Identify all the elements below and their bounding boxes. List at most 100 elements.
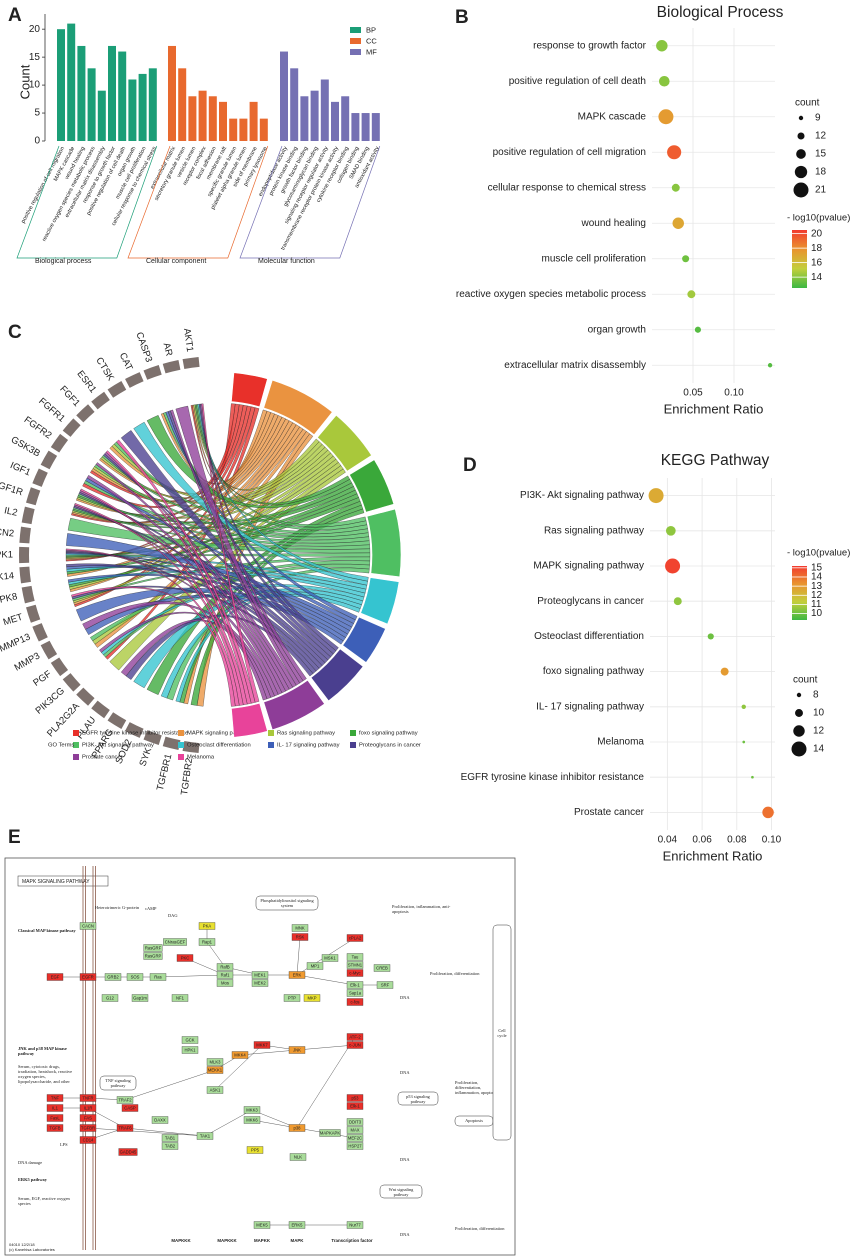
ribbon [73,505,326,666]
ribbon [72,486,356,529]
ribbon [74,406,256,607]
gene-node-label: Nur77 [349,1222,361,1227]
y-tick-label: reactive oxygen species metabolic proces… [456,289,646,300]
note: Proliferation, differentiation [430,971,480,976]
bar [57,29,65,142]
gene-node-label: MSK1 [324,955,336,960]
bar [351,113,360,141]
dot [659,75,670,87]
bar [67,23,76,141]
gene-label: TGFBR1 [155,753,175,792]
dot [671,183,680,192]
pathway-box-label-box: Apoptosis [465,1117,483,1123]
gene-node-label: Gap1m [133,995,147,1000]
note-box: DNA damage [18,1160,43,1165]
dot [751,775,754,779]
size-legend-dot [796,149,806,159]
y-tick-label: wound healing [581,218,647,229]
bar [118,51,127,141]
gene-node-label: TAB2 [165,1143,176,1148]
gene-node-label: Elk-1 [350,1103,360,1108]
y-tick-label: Ras signaling pathway [544,525,644,536]
ribbon [197,404,369,582]
size-legend-dot [796,692,802,698]
gene-node [161,1134,179,1142]
y-tick-label: organ growth [588,324,646,335]
note: Proliferation, differentiation, inflamma… [455,1080,498,1096]
ribbon [120,430,334,658]
pathway-box [255,895,319,911]
pathway-box [492,924,512,1141]
gene-node-label: RSK [296,934,305,939]
gene-node [196,1132,214,1140]
group-bracket [239,145,381,259]
gene-node [79,1114,97,1122]
size-legend-title: count [795,98,820,109]
gene-node-label: STMN1 [348,962,363,967]
gene-node [131,994,149,1002]
legend-swatch [268,742,274,748]
gene-node-label: DAXX [154,1117,166,1122]
pathway-box-label: TNF signaling pathway [105,1077,131,1088]
note-box: cAMP [145,906,156,911]
size-legend-dot [793,725,805,737]
colorbar-tick-label: 20 [811,228,823,239]
edge [214,1044,263,1091]
gene-node-label: Mos [221,980,229,985]
gene-node-label: RafB [220,964,230,969]
gene-block [182,740,200,754]
bracket-line [239,145,381,259]
size-legend-label: 18 [815,167,827,178]
note: DNA damage [18,1160,43,1165]
gene-node [216,963,234,971]
gene-node-label: PKA [203,923,212,928]
colorbar-tick-label: 10 [811,608,823,619]
gene-node-label: Sap1a [349,990,362,995]
edge [204,1109,253,1137]
gene-label: AKT1 [181,328,195,353]
gene-node-label: MEKK1 [208,1067,223,1072]
ribbon [71,586,236,707]
note: DNA [400,1232,410,1237]
gene-node-label: MEK2 [254,980,266,985]
size-legend-dot [795,709,803,717]
gene-label: MET [2,612,25,629]
gene-node [46,1094,64,1102]
ribbons [65,403,371,707]
map-title-box [17,875,109,887]
gene-label: MMP13 [0,632,32,655]
bar [239,118,248,141]
gene-node [101,994,119,1002]
pathway-box-label: Cell cycle [497,1027,507,1038]
pathway-arc [366,508,402,578]
pathway-box-label: Apoptosis [465,1117,483,1123]
dot [665,558,681,574]
edge [296,974,356,986]
gene-node [116,1096,134,1104]
dot [658,109,674,125]
note-box: Proliferation, inflammation, anti-apopto… [392,904,450,914]
gene-block [19,566,31,584]
gene-node-label: ERK [293,972,302,977]
pathway-arc [263,679,325,731]
colorbar-tick-label: 18 [811,243,823,254]
gene-node-label: GCK [185,1037,194,1042]
note-box: Serum, cytotoxic drugs, irradiation, hea… [18,1064,72,1086]
x-tick-label: 0.10 [724,388,744,399]
x-tick-label: 0.06 [692,835,712,846]
size-legend-dot [798,115,804,121]
gene-node-label: c-Myc [349,970,360,975]
bar [280,51,288,141]
gene-node [346,1142,364,1150]
ribbon [201,403,260,703]
colorbar [792,230,807,288]
colorbar-title: - log10(pvalue) [787,548,850,559]
x-tick-label: 0.04 [658,835,678,846]
y-tick-label: PI3K- Akt signaling pathway [520,490,644,501]
edge [296,1036,356,1129]
gene-label: CASP3 [133,331,154,364]
note: Proliferation, differentiation [455,1226,505,1231]
gene-node [198,938,216,946]
x-tick-label: 0.05 [683,388,703,399]
